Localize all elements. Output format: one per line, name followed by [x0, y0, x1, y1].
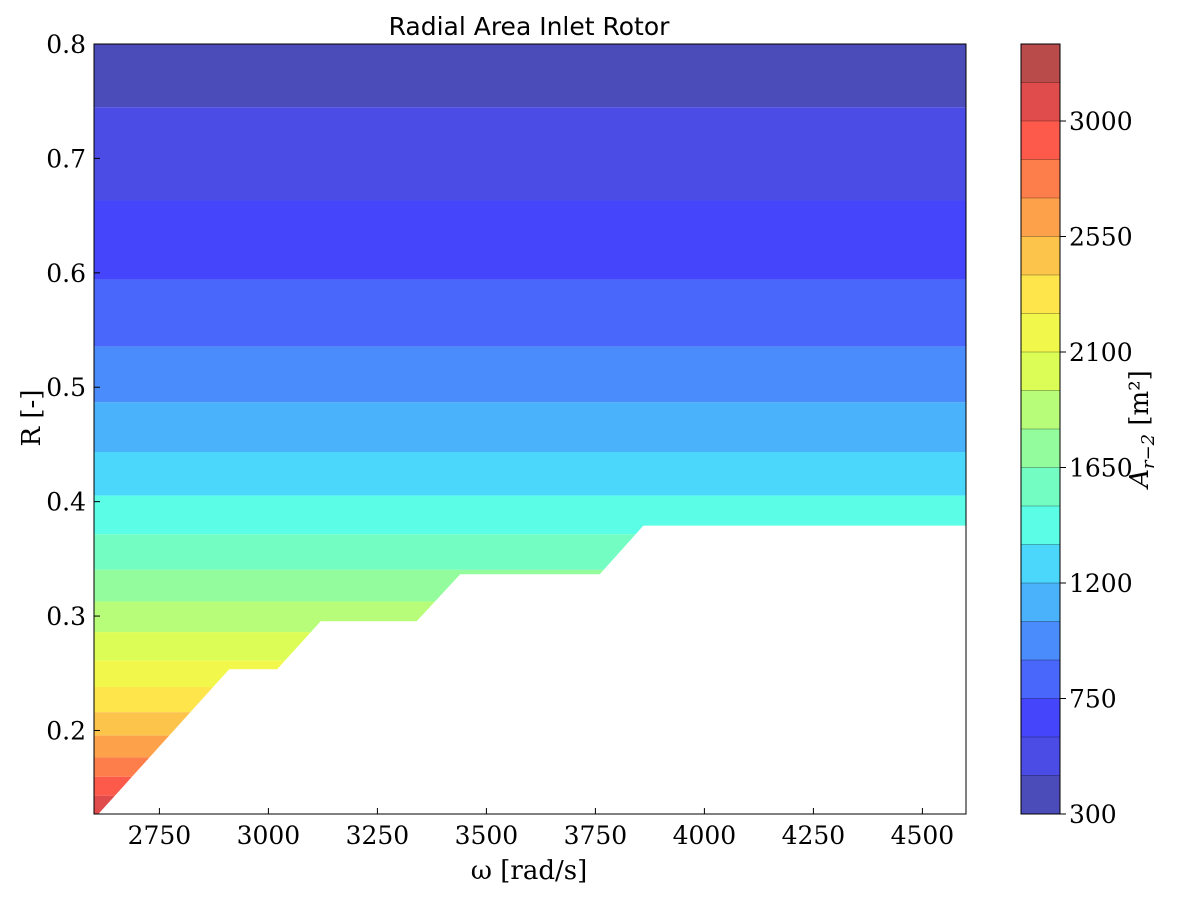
x-tick-label-6: 4250 — [782, 821, 846, 850]
contour-band-5 — [94, 402, 966, 452]
colorbar-swatch-9 — [1021, 429, 1060, 468]
y-tick-label-1: 0.3 — [46, 602, 86, 631]
colorbar-swatch-5 — [1021, 583, 1060, 622]
colorbar-swatch-16 — [1021, 159, 1060, 198]
colorbar-swatch-10 — [1021, 390, 1060, 429]
colorbar-label-unit: [m²] — [1125, 370, 1155, 434]
invalid-region-mask — [94, 525, 966, 814]
colorbar-tick-label-1: 750 — [1069, 685, 1117, 714]
colorbar-swatch-12 — [1021, 313, 1060, 352]
contour-band-4 — [94, 346, 966, 403]
colorbar-label-sub: r−2 — [1138, 434, 1159, 469]
colorbar-swatch-19 — [1021, 44, 1060, 83]
y-tick-label-4: 0.6 — [46, 259, 86, 288]
y-tick-label-2: 0.4 — [46, 488, 86, 517]
colorbar-swatches — [1021, 44, 1060, 814]
colorbar-tick-label-3: 1650 — [1069, 454, 1133, 483]
colorbar-swatch-2 — [1021, 698, 1060, 737]
colorbar-tick-label-4: 2100 — [1069, 338, 1133, 367]
contour-band-3 — [94, 279, 966, 347]
colorbar-label-main: A — [1125, 469, 1155, 490]
plot-frame — [93, 43, 967, 815]
x-axis-ticks: 2750 3000 3250 3500 3750 4000 4250 4500 — [128, 808, 955, 850]
y-tick-label-0: 0.2 — [46, 716, 86, 745]
colorbar-swatch-8 — [1021, 467, 1060, 506]
contour-band-6 — [94, 451, 966, 496]
colorbar-swatch-7 — [1021, 506, 1060, 545]
colorbar-swatch-17 — [1021, 121, 1060, 160]
x-tick-label-4: 3750 — [564, 821, 628, 850]
colorbar-label: Ar−2 [m²] — [1125, 370, 1159, 490]
colorbar: 300 750 1200 1650 2100 2550 3000 Ar−2 [m²] — [1020, 43, 1159, 829]
chart-title: Radial Area Inlet Rotor — [389, 12, 671, 41]
colorbar-tick-label-5: 2550 — [1069, 223, 1133, 252]
y-tick-label-3: 0.5 — [46, 373, 86, 402]
x-axis-label: ω [rad/s] — [471, 856, 587, 886]
colorbar-swatch-3 — [1021, 660, 1060, 699]
colorbar-swatch-18 — [1021, 82, 1060, 121]
colorbar-frame — [1020, 43, 1061, 815]
colorbar-ticks: 300 750 1200 1650 2100 2550 3000 — [1060, 107, 1133, 829]
colorbar-swatch-15 — [1021, 198, 1060, 237]
y-tick-label-5: 0.7 — [46, 144, 86, 173]
plot-area — [94, 44, 966, 814]
colorbar-swatch-6 — [1021, 544, 1060, 583]
colorbar-swatch-13 — [1021, 275, 1060, 314]
y-axis-label: R [-] — [17, 390, 47, 447]
x-tick-label-7: 4500 — [891, 821, 955, 850]
colorbar-tick-label-6: 3000 — [1069, 107, 1133, 136]
contour-band-1 — [94, 107, 966, 201]
colorbar-swatch-14 — [1021, 236, 1060, 275]
colorbar-swatch-1 — [1021, 737, 1060, 776]
colorbar-swatch-0 — [1021, 775, 1060, 814]
x-tick-label-2: 3250 — [346, 821, 410, 850]
x-tick-label-0: 2750 — [128, 821, 192, 850]
x-tick-label-3: 3500 — [455, 821, 519, 850]
contour-band-2 — [94, 200, 966, 280]
y-axis-ticks: 0.2 0.3 0.4 0.5 0.6 0.7 0.8 — [46, 30, 100, 745]
colorbar-tick-label-0: 300 — [1069, 800, 1117, 829]
colorbar-swatch-11 — [1021, 352, 1060, 391]
x-tick-label-1: 3000 — [237, 821, 301, 850]
colorbar-tick-label-2: 1200 — [1069, 569, 1133, 598]
contour-band-0 — [94, 44, 966, 108]
colorbar-swatch-4 — [1021, 621, 1060, 660]
x-tick-label-5: 4000 — [673, 821, 737, 850]
y-tick-label-6: 0.8 — [46, 30, 86, 59]
